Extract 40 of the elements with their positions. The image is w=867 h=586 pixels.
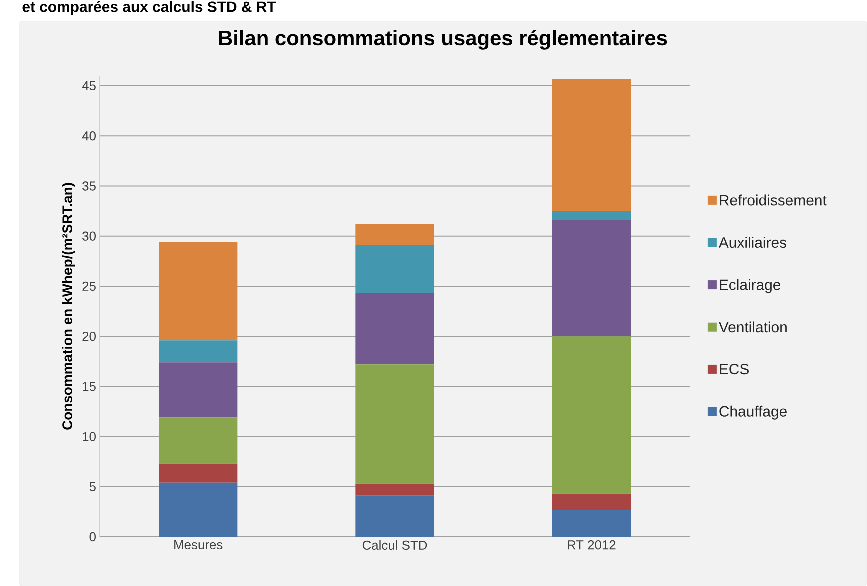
bar — [356, 245, 434, 294]
bar — [552, 510, 632, 537]
bar — [552, 494, 632, 510]
bar — [159, 242, 238, 341]
bar — [159, 464, 238, 483]
y-tick-label: 30 — [82, 232, 96, 241]
x-tick-label: RT 2012 — [568, 540, 616, 550]
bar — [356, 496, 434, 537]
bar — [356, 293, 434, 365]
legend-label: ECS — [720, 364, 749, 375]
bar — [159, 482, 238, 537]
y-tick-label: 10 — [83, 432, 96, 442]
bar — [159, 340, 238, 363]
legend-label: Ventilation — [718, 322, 787, 333]
y-tick-label: 0 — [90, 532, 96, 542]
bar — [356, 224, 434, 246]
chart-title: Bilan consommations usages réglementaires — [219, 30, 668, 50]
bar — [159, 362, 238, 418]
legend-label: Chauffage — [720, 406, 787, 420]
legend-label: Auxiliaires — [718, 237, 786, 248]
bar — [356, 484, 434, 496]
legend-label: Refroidissement — [720, 194, 827, 206]
y-tick-label: 25 — [82, 282, 96, 292]
bar — [552, 79, 632, 212]
bar — [552, 211, 632, 220]
legend-label: Eclairage — [720, 279, 781, 294]
y-axis-title: Consommation en kWhep/(m²SRT.an) — [62, 183, 76, 430]
bar — [552, 220, 632, 337]
text: et comparées aux calculs STD & RT — [22, 1, 276, 16]
y-tick-label: 15 — [83, 382, 96, 392]
bar — [356, 364, 434, 484]
bar — [552, 336, 632, 494]
bar — [159, 418, 238, 464]
y-tick-label: 35 — [82, 182, 96, 191]
y-tick-label: 40 — [82, 132, 96, 141]
y-tick-label: 5 — [90, 482, 96, 492]
y-tick-label: 45 — [82, 82, 96, 91]
x-tick-label: Calcul STD — [362, 540, 428, 550]
x-tick-label: Mesures — [174, 540, 223, 550]
y-tick-label: 20 — [82, 332, 96, 342]
